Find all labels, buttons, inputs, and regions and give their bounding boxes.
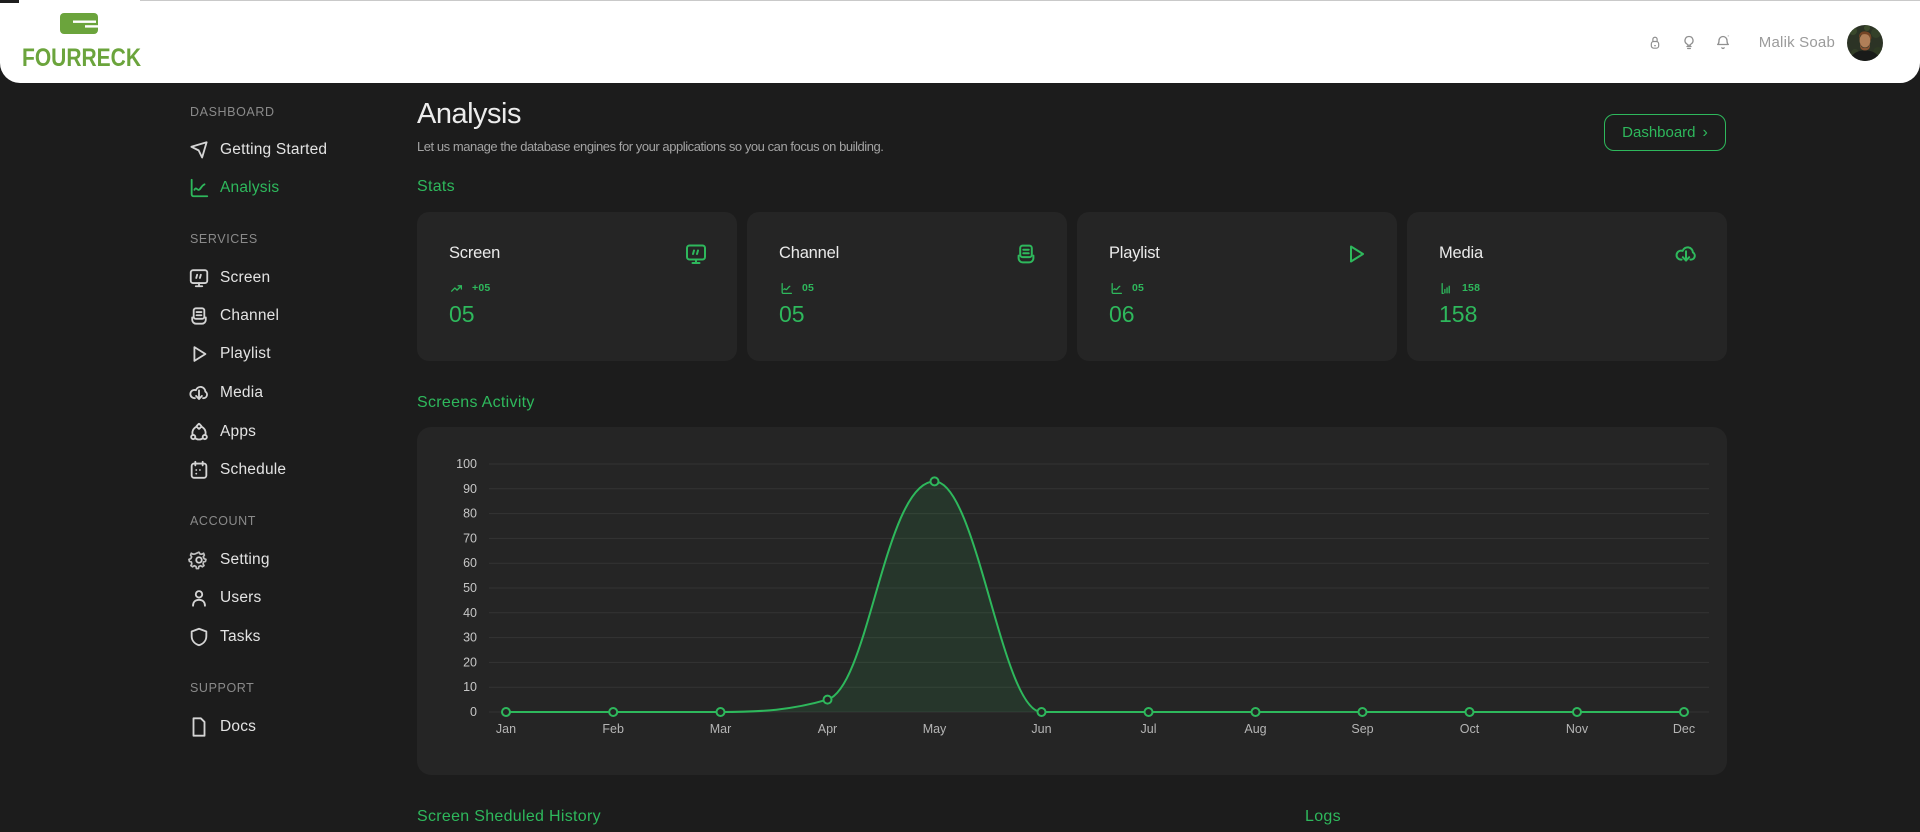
svg-text:50: 50 — [463, 581, 477, 595]
svg-text:May: May — [923, 722, 947, 736]
svg-text:Oct: Oct — [1460, 722, 1480, 736]
svg-text:Apr: Apr — [818, 722, 837, 736]
svg-text:0: 0 — [470, 705, 477, 719]
svg-text:40: 40 — [463, 606, 477, 620]
svg-text:90: 90 — [463, 482, 477, 496]
svg-text:Aug: Aug — [1244, 722, 1266, 736]
svg-text:80: 80 — [463, 507, 477, 521]
svg-text:Jun: Jun — [1031, 722, 1051, 736]
svg-text:30: 30 — [463, 631, 477, 645]
svg-text:Nov: Nov — [1566, 722, 1589, 736]
svg-text:Feb: Feb — [602, 722, 624, 736]
svg-text:Jul: Jul — [1141, 722, 1157, 736]
svg-text:70: 70 — [463, 531, 477, 545]
svg-text:100: 100 — [456, 457, 477, 471]
svg-text:60: 60 — [463, 556, 477, 570]
svg-text:Mar: Mar — [710, 722, 732, 736]
svg-text:Dec: Dec — [1673, 722, 1695, 736]
svg-text:20: 20 — [463, 655, 477, 669]
svg-text:Sep: Sep — [1351, 722, 1373, 736]
svg-text:Jan: Jan — [496, 722, 516, 736]
svg-text:10: 10 — [463, 680, 477, 694]
